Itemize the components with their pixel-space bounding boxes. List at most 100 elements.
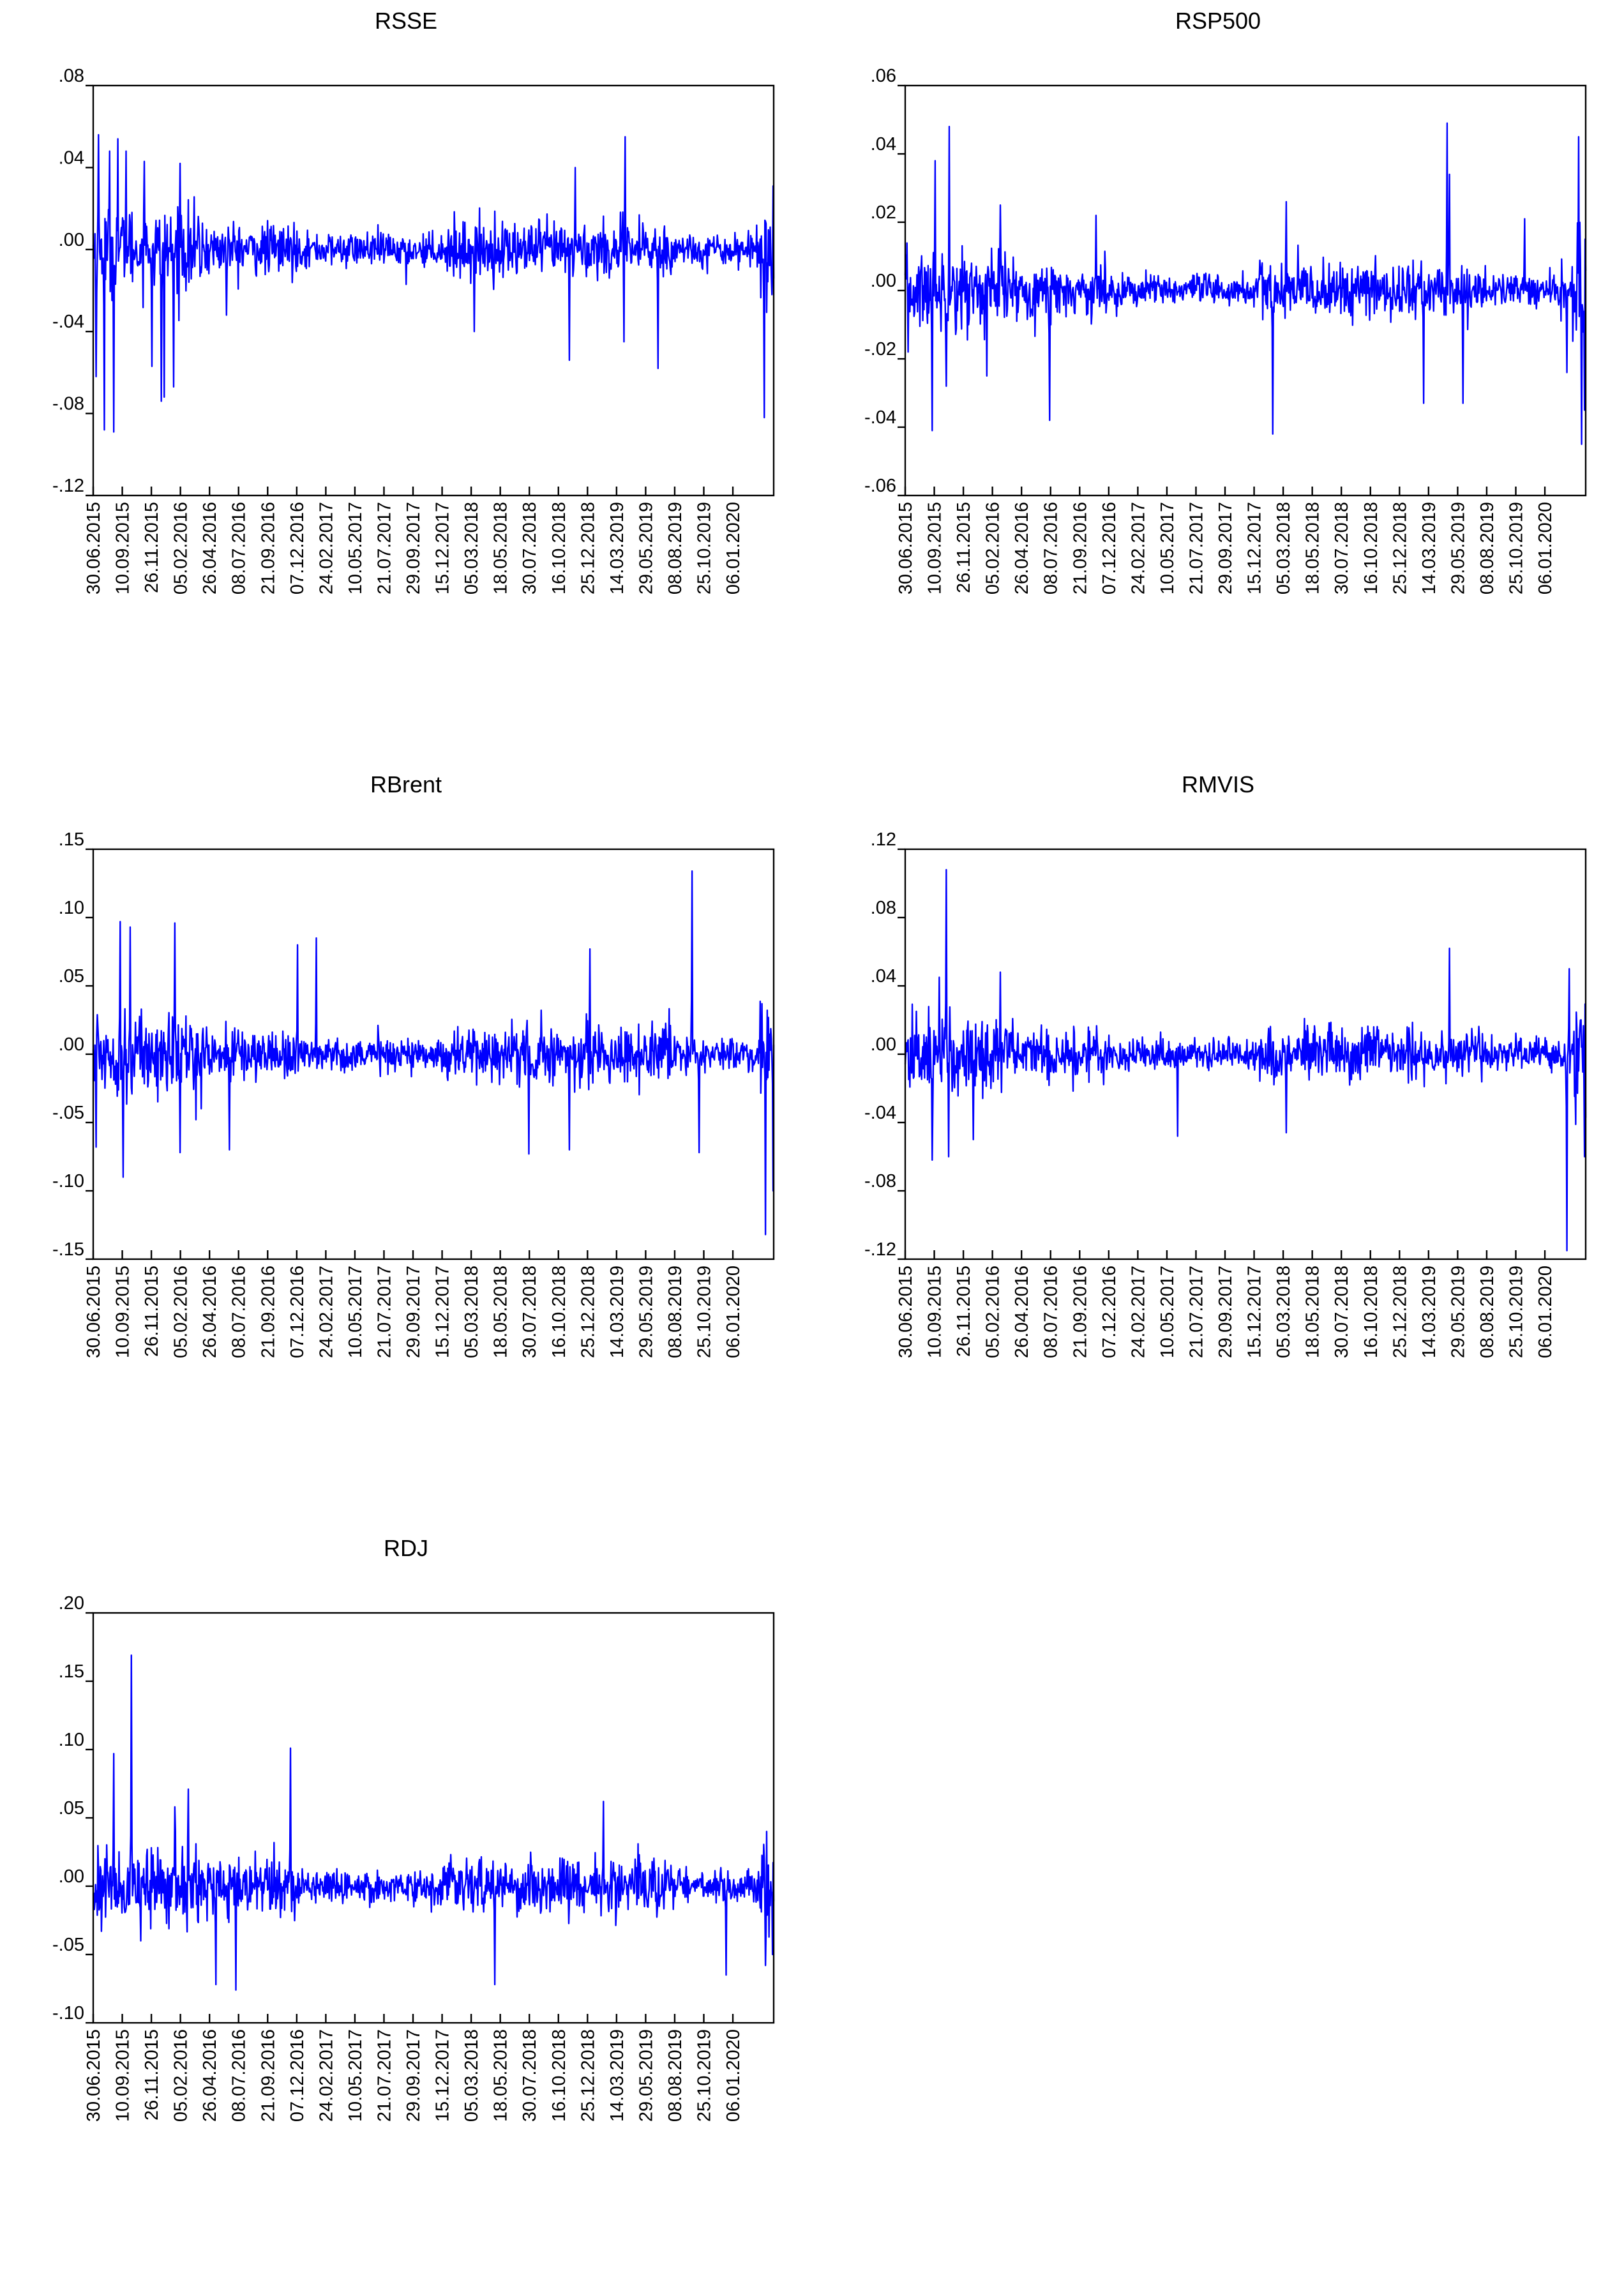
x-tick-label: 21.07.2017 — [1186, 1266, 1207, 1358]
y-tick-label: .06 — [871, 66, 896, 86]
x-tick-label: 14.03.2019 — [1419, 502, 1440, 594]
x-tick-label: 29.09.2017 — [1215, 502, 1236, 594]
x-tick-label: 21.07.2017 — [374, 1266, 395, 1358]
x-tick-label: 16.10.2018 — [549, 502, 569, 594]
chart-title: RSP500 — [1175, 8, 1261, 34]
x-tick-label: 26.04.2016 — [200, 502, 220, 594]
x-tick-label: 08.07.2016 — [1041, 1266, 1062, 1358]
x-tick-label: 10.05.2017 — [345, 502, 366, 594]
y-tick-label: .15 — [59, 829, 84, 850]
x-tick-label: 08.08.2019 — [665, 2029, 686, 2122]
x-tick-label: 15.12.2017 — [1245, 502, 1265, 594]
x-tick-label: 05.03.2018 — [462, 1266, 482, 1358]
chart-title: RSSE — [374, 8, 438, 34]
x-tick-label: 07.12.2016 — [287, 1266, 308, 1358]
x-tick-label: 07.12.2016 — [287, 2029, 308, 2122]
x-tick-label: 06.01.2020 — [1535, 1266, 1556, 1358]
x-tick-label: 24.02.2017 — [1128, 502, 1148, 594]
x-tick-label: 25.12.2018 — [1390, 502, 1410, 594]
y-tick-label: -.10 — [52, 2003, 84, 2023]
chart-title: RMVIS — [1181, 771, 1254, 798]
x-tick-label: 24.02.2017 — [316, 2029, 336, 2122]
x-tick-label: 14.03.2019 — [607, 1266, 628, 1358]
x-tick-label: 07.12.2016 — [287, 502, 308, 594]
x-tick-label: 16.10.2018 — [549, 1266, 569, 1358]
y-tick-label: .00 — [871, 1034, 896, 1055]
x-tick-label: 15.12.2017 — [433, 2029, 453, 2122]
x-tick-label: 21.09.2016 — [258, 1266, 278, 1358]
x-tick-label: 29.09.2017 — [403, 1266, 424, 1358]
x-tick-label: 29.09.2017 — [403, 502, 424, 594]
x-tick-label: 08.08.2019 — [665, 1266, 686, 1358]
x-tick-label: 29.09.2017 — [403, 2029, 424, 2122]
y-tick-label: .05 — [59, 1798, 84, 1818]
x-tick-label: 18.05.2018 — [491, 1266, 511, 1358]
y-tick-label: -.08 — [864, 1171, 896, 1191]
x-tick-label: 18.05.2018 — [1303, 502, 1323, 594]
y-tick-label: .04 — [59, 147, 84, 168]
x-tick-label: 21.09.2016 — [1070, 502, 1090, 594]
y-tick-label: .00 — [59, 230, 84, 250]
x-tick-label: 25.12.2018 — [578, 1266, 598, 1358]
series-line — [904, 868, 1587, 1251]
x-tick-label: 10.09.2015 — [925, 502, 945, 594]
y-tick-label: -.10 — [52, 1171, 84, 1191]
x-tick-label: 30.07.2018 — [1332, 1266, 1352, 1358]
x-tick-label: 24.02.2017 — [316, 502, 336, 594]
x-tick-label: 30.07.2018 — [520, 2029, 540, 2122]
x-tick-label: 16.10.2018 — [1361, 1266, 1381, 1358]
x-tick-label: 10.05.2017 — [1157, 1266, 1178, 1358]
chart-title: RBrent — [370, 771, 442, 798]
x-tick-label: 25.10.2019 — [694, 2029, 714, 2122]
y-tick-label: .04 — [871, 966, 896, 987]
x-tick-label: 26.04.2016 — [1012, 502, 1032, 594]
x-tick-label: 25.12.2018 — [1390, 1266, 1410, 1358]
chart-panel-rsse: RSSE .08 .04 .00 -.04 -.08 -.12 30.06.2015 10.0… — [0, 0, 812, 764]
y-tick-label: -.04 — [864, 1103, 896, 1123]
plot-frame — [92, 1612, 775, 2024]
x-tick-label: 18.05.2018 — [491, 2029, 511, 2122]
x-tick-label: 15.12.2017 — [433, 502, 453, 594]
chart-panel-rmvis: RMVIS .12 .08 .04 .00 -.04 -.08 -.12 30.06.2015… — [812, 764, 1624, 1527]
x-tick-label: 06.01.2020 — [723, 1266, 744, 1358]
x-tick-label: 07.12.2016 — [1099, 502, 1120, 594]
x-tick-label: 30.06.2015 — [84, 2029, 104, 2122]
y-tick-label: -.06 — [864, 476, 896, 496]
y-tick-label: .00 — [59, 1866, 84, 1887]
x-tick-label: 30.06.2015 — [84, 1266, 104, 1358]
x-tick-label: 06.01.2020 — [1535, 502, 1556, 594]
y-tick-label: -.05 — [52, 1935, 84, 1955]
x-tick-label: 18.05.2018 — [1303, 1266, 1323, 1358]
y-tick-label: .15 — [59, 1661, 84, 1682]
x-tick-label: 08.07.2016 — [229, 502, 250, 594]
y-tick-label: .05 — [59, 966, 84, 987]
x-tick-label: 26.04.2016 — [200, 2029, 220, 2122]
x-tick-label: 10.09.2015 — [113, 1266, 133, 1358]
x-tick-label: 07.12.2016 — [1099, 1266, 1120, 1358]
y-tick-label: -.02 — [864, 339, 896, 359]
x-tick-label: 05.02.2016 — [171, 2029, 192, 2122]
x-tick-label: 15.12.2017 — [433, 1266, 453, 1358]
x-tick-label: 10.05.2017 — [345, 2029, 366, 2122]
x-tick-label: 30.07.2018 — [520, 502, 540, 594]
x-tick-label: 25.12.2018 — [578, 2029, 598, 2122]
x-tick-label: 30.06.2015 — [84, 502, 104, 594]
y-tick-label: -.05 — [52, 1103, 84, 1123]
x-tick-label: 29.05.2019 — [636, 502, 656, 594]
x-tick-label: 05.02.2016 — [983, 502, 1004, 594]
x-tick-label: 08.08.2019 — [665, 502, 686, 594]
y-tick-label: -.12 — [52, 476, 84, 496]
x-tick-label: 05.03.2018 — [1274, 1266, 1294, 1358]
x-tick-label: 06.01.2020 — [723, 502, 744, 594]
chart-panel-rsp500: RSP500 .06 .04 .02 .00 -.02 -.04 -.06 30.06.201… — [812, 0, 1624, 764]
y-tick-label: .12 — [871, 829, 896, 850]
x-tick-label: 30.07.2018 — [1332, 502, 1352, 594]
y-tick-label: -.04 — [52, 312, 84, 332]
x-tick-label: 25.10.2019 — [694, 502, 714, 594]
y-tick-label: .02 — [871, 202, 896, 223]
x-tick-label: 18.05.2018 — [491, 502, 511, 594]
